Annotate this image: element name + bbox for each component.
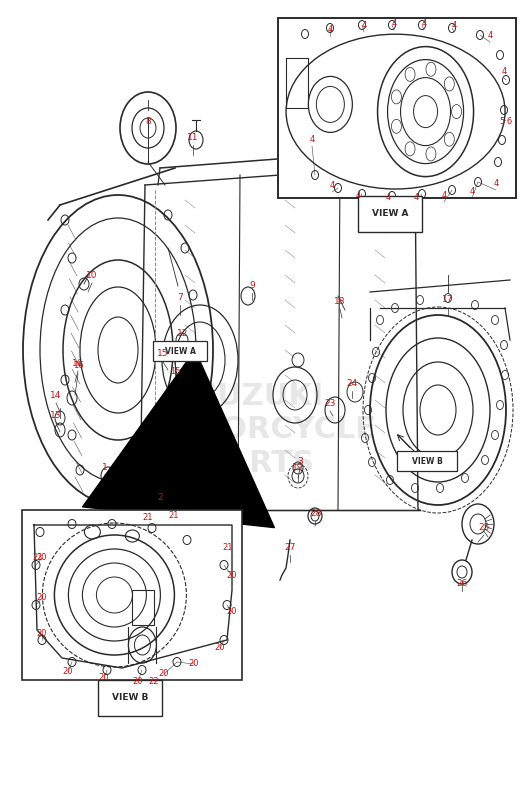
Text: VIEW B: VIEW B	[112, 694, 148, 702]
Text: SUZUKI
MOTORCYCLE
PARTS: SUZUKI MOTORCYCLE PARTS	[144, 382, 376, 478]
Text: 4: 4	[385, 194, 391, 202]
Text: 16: 16	[73, 362, 83, 370]
Text: 22: 22	[149, 678, 159, 686]
Text: 4: 4	[355, 191, 361, 201]
Text: 4: 4	[451, 22, 457, 30]
Text: 3: 3	[297, 458, 303, 466]
Text: 17: 17	[442, 295, 454, 305]
Text: 4: 4	[441, 191, 447, 201]
Text: 20: 20	[159, 670, 169, 678]
Text: 28: 28	[310, 510, 322, 518]
Text: 20: 20	[37, 594, 47, 602]
Bar	[278, 18, 516, 198]
Text: 20: 20	[99, 674, 109, 682]
Bar	[278, 18, 516, 198]
Text: 4: 4	[413, 194, 419, 202]
Text: 14: 14	[50, 391, 62, 401]
Text: 20: 20	[189, 659, 199, 669]
Text: 12: 12	[177, 330, 189, 338]
Text: 21: 21	[169, 511, 179, 521]
Text: 26: 26	[457, 579, 467, 589]
FancyBboxPatch shape	[397, 451, 457, 471]
Text: 4: 4	[329, 182, 335, 190]
Text: 20: 20	[37, 630, 47, 638]
Text: 20: 20	[227, 571, 237, 581]
Bar	[133, 590, 154, 625]
Text: 21: 21	[33, 554, 43, 562]
Text: 11: 11	[187, 134, 199, 142]
Text: 4: 4	[487, 31, 492, 41]
Text: 20: 20	[63, 667, 73, 677]
Bar	[278, 18, 516, 198]
Text: 5·6: 5·6	[499, 118, 513, 126]
Text: 20: 20	[37, 554, 47, 562]
Text: 21: 21	[223, 543, 233, 553]
Text: 15: 15	[170, 367, 180, 377]
Text: 23: 23	[324, 399, 336, 409]
Text: 21: 21	[143, 514, 153, 522]
Text: 18: 18	[334, 298, 346, 306]
Text: 27: 27	[284, 543, 296, 553]
Bar	[22, 510, 242, 680]
Text: VIEW B: VIEW B	[412, 457, 443, 466]
Text: VIEW A: VIEW A	[164, 346, 196, 355]
FancyBboxPatch shape	[153, 341, 207, 361]
Text: 4: 4	[309, 135, 315, 145]
Text: 13: 13	[50, 411, 62, 421]
Bar	[22, 510, 242, 680]
Text: 4: 4	[392, 19, 397, 29]
Text: 24: 24	[346, 379, 358, 389]
Text: 20: 20	[133, 678, 143, 686]
Text: 20: 20	[227, 607, 237, 617]
Text: 25: 25	[478, 523, 490, 533]
Text: 8: 8	[145, 118, 151, 126]
Text: 16: 16	[72, 359, 84, 369]
Text: 4: 4	[493, 179, 499, 189]
Text: 2: 2	[157, 494, 163, 502]
Text: 9: 9	[249, 282, 255, 290]
Text: 4: 4	[470, 187, 475, 197]
Text: 1: 1	[102, 463, 108, 473]
Text: 10: 10	[86, 271, 98, 281]
Text: 4: 4	[421, 19, 426, 29]
Text: 20: 20	[215, 643, 225, 653]
Text: 4: 4	[361, 22, 367, 30]
Text: 4: 4	[328, 26, 333, 34]
Text: 19: 19	[292, 463, 304, 473]
Text: VIEW A: VIEW A	[372, 210, 408, 218]
Text: 7: 7	[177, 294, 183, 302]
Text: 4: 4	[501, 67, 506, 77]
Text: 15: 15	[157, 350, 169, 358]
